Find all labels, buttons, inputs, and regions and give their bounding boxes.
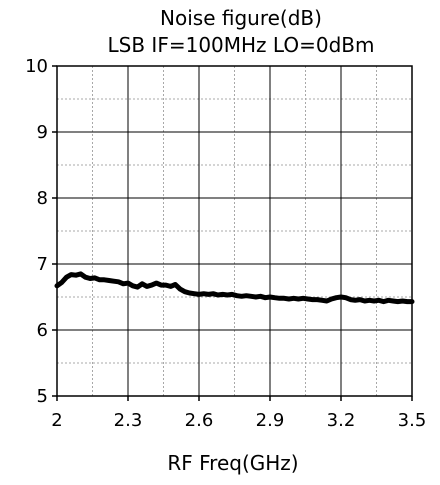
x-tick-label: 3.2 <box>327 410 356 431</box>
y-tick-label: 8 <box>37 188 48 209</box>
noise-figure-line <box>54 271 415 305</box>
chart-subtitle: LSB IF=100MHz LO=0dBm <box>108 33 375 57</box>
axis-ticks: 2 2.3 2.6 2.9 3.2 3.5 5 6 7 8 9 10 <box>25 56 426 431</box>
y-tick-label: 9 <box>37 122 48 143</box>
y-tick-label: 7 <box>37 254 48 275</box>
x-tick-label: 2.3 <box>114 410 143 431</box>
plot-frame <box>56 65 413 397</box>
grid <box>56 65 413 397</box>
chart-title: Noise figure(dB) <box>160 6 322 30</box>
y-tick-label: 6 <box>37 320 48 341</box>
x-tick-label: 2 <box>51 410 62 431</box>
y-tick-label: 5 <box>37 386 48 407</box>
x-tick-label: 2.9 <box>256 410 285 431</box>
y-tick-label: 10 <box>25 56 48 77</box>
x-tick-label: 2.6 <box>185 410 214 431</box>
x-axis-label: RF Freq(GHz) <box>167 451 298 475</box>
plot-area <box>54 271 415 305</box>
x-tick-label: 3.5 <box>398 410 427 431</box>
